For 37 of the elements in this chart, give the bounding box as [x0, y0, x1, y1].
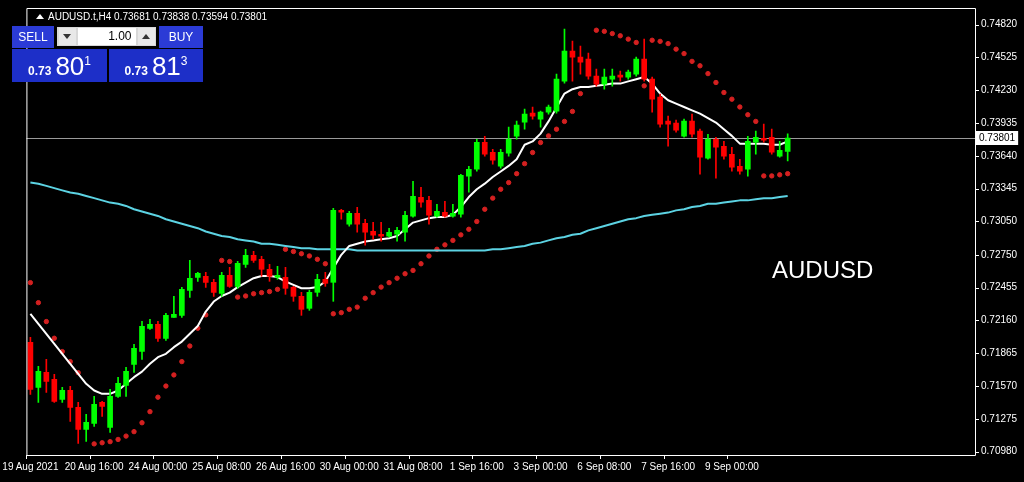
y-tick-label: 0.71865: [981, 347, 1018, 359]
x-tick-label: 19 Aug 2021: [2, 460, 59, 472]
x-tick-label: 1 Sep 16:00: [449, 460, 505, 472]
x-tick-label: 26 Aug 16:00: [256, 460, 316, 472]
chart-title: AUDUSD.t,H4 0.73681 0.73838 0.73594 0.73801: [48, 11, 268, 22]
x-tick-label: 7 Sep 16:00: [641, 460, 696, 472]
x-tick-label: 20 Aug 16:00: [64, 460, 125, 472]
annotation: 1.00: [77, 28, 136, 45]
annotation: 80$^{1}$: [55, 51, 91, 82]
annotation: BUY: [159, 26, 203, 48]
y-tick-label: 0.71275: [981, 412, 1018, 424]
x-tick-label: 30 Aug 00:00: [319, 460, 380, 472]
y-tick-label: 0.73640: [981, 149, 1018, 161]
y-tick-label: 0.70980: [981, 445, 1018, 457]
y-tick-label: 0.74230: [981, 84, 1018, 96]
annotation: 0.73: [28, 64, 52, 78]
y-tick-label: 0.74820: [981, 18, 1018, 30]
x-tick-label: 6 Sep 08:00: [577, 460, 632, 472]
y-tick-label: 0.73935: [981, 116, 1018, 128]
y-tick-label: 0.72750: [981, 248, 1018, 260]
y-tick-label: 0.74525: [981, 51, 1018, 63]
x-tick-label: 31 Aug 08:00: [383, 460, 443, 472]
x-tick-label: 24 Aug 00:00: [128, 460, 188, 472]
x-tick-label: 9 Sep 00:00: [704, 460, 760, 472]
y-tick-label: 0.73050: [981, 215, 1018, 227]
annotation: 81$^{3}$: [151, 51, 188, 82]
annotation: AUDUSD: [772, 256, 874, 284]
x-tick-label: 25 Aug 08:00: [192, 460, 252, 472]
y-tick-label: 0.72160: [981, 314, 1018, 326]
ref-line-label: 0.73801: [979, 131, 1016, 143]
annotation: 0.73: [124, 64, 148, 78]
annotation: SELL: [12, 26, 54, 48]
y-tick-label: 0.73345: [981, 182, 1018, 194]
y-tick-label: 0.71570: [981, 379, 1018, 391]
number-field: 1.00: [57, 27, 156, 46]
y-tick-label: 0.72455: [981, 281, 1018, 293]
x-tick-label: 3 Sep 00:00: [513, 460, 568, 472]
